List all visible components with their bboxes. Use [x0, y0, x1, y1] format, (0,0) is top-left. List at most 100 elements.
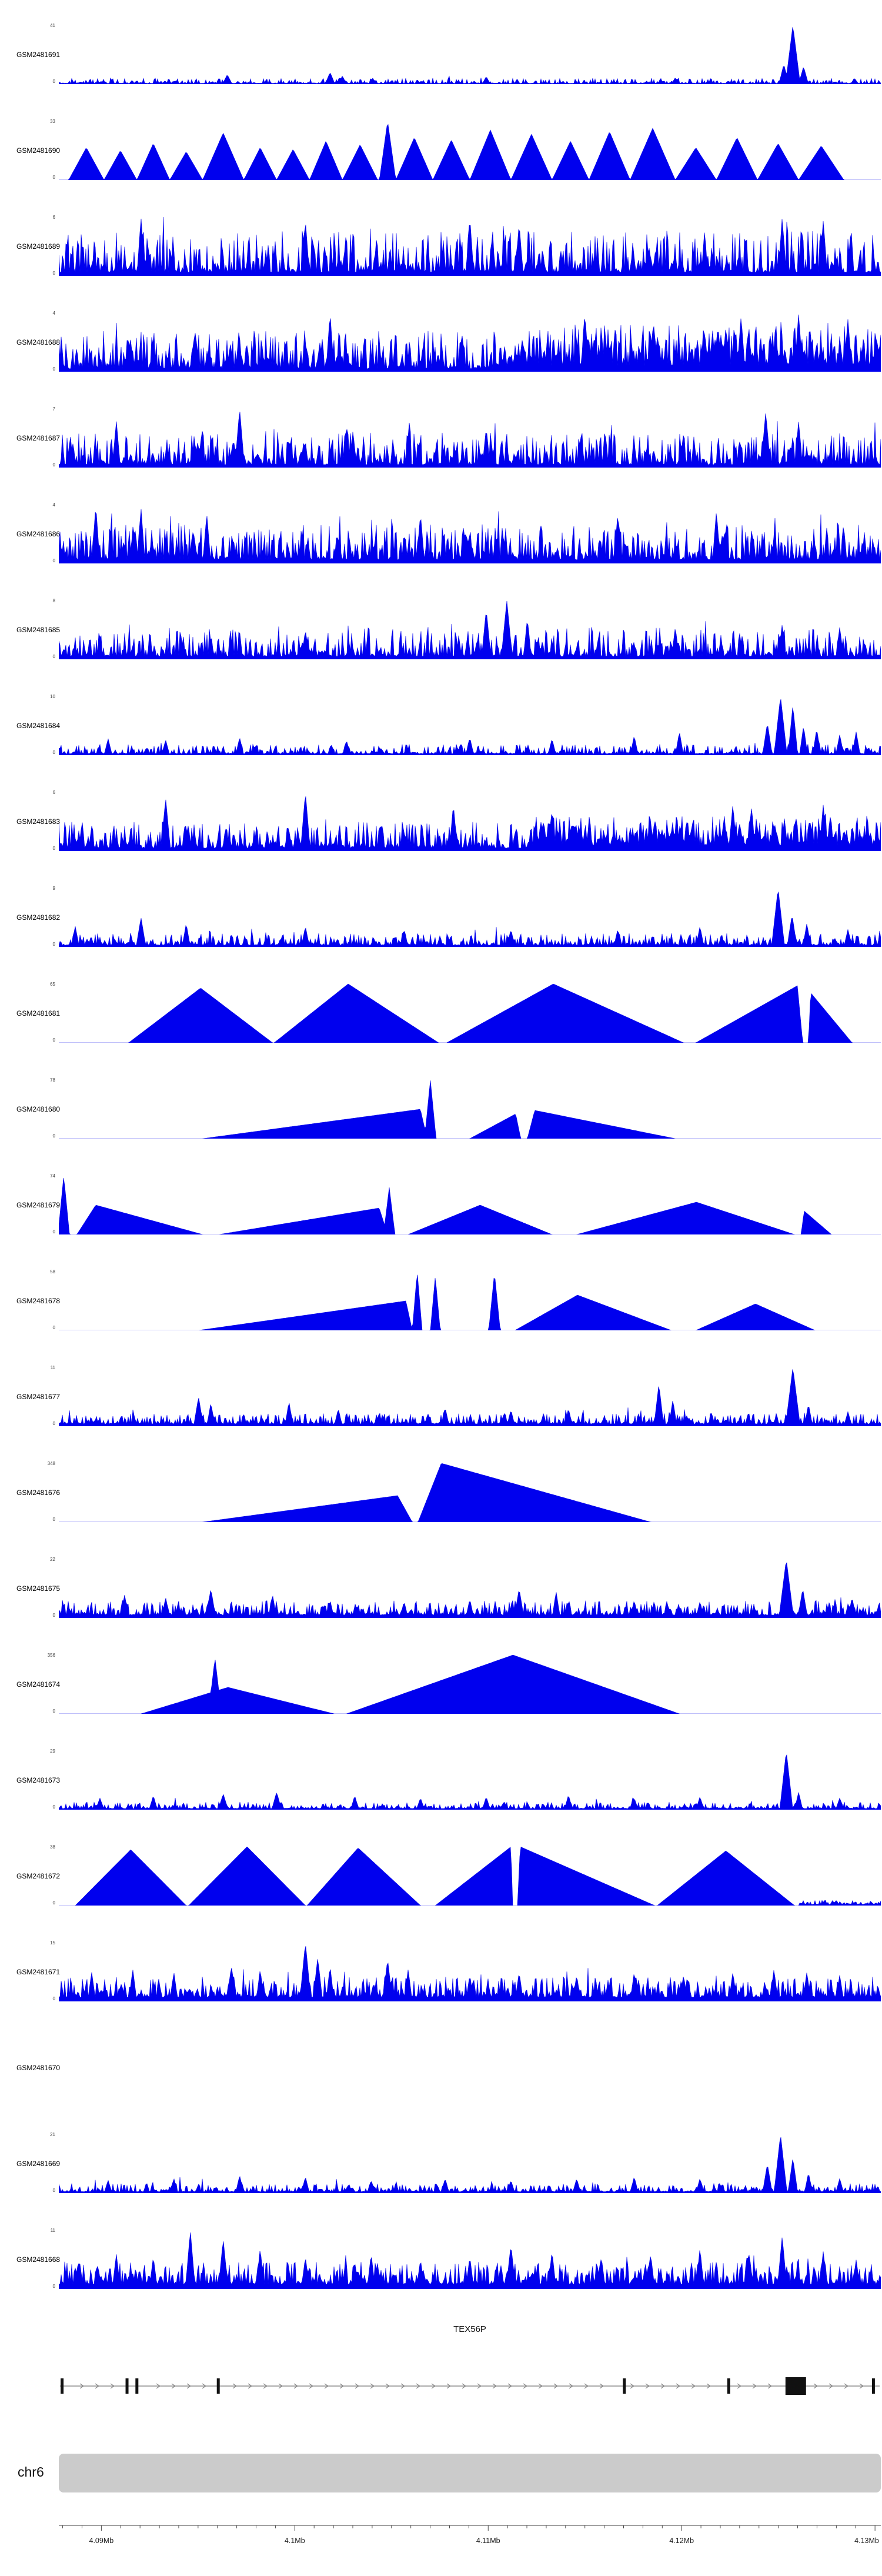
strand-arrow-icon — [569, 2383, 574, 2389]
y-axis-max-value: 9 — [52, 886, 55, 891]
y-axis-min-value: 0 — [52, 846, 55, 851]
y-axis-min-value: 0 — [52, 654, 55, 659]
track-row-gsm2481681: GSM2481681 65 0 — [0, 975, 882, 1071]
strand-arrow-icon — [416, 2383, 421, 2389]
track-label: GSM2481669 — [16, 2160, 61, 2168]
coverage-plot — [59, 1080, 881, 1139]
track-label: GSM2481682 — [16, 913, 61, 922]
y-axis-max-value: 58 — [50, 1269, 55, 1274]
exon-box — [125, 2378, 129, 2394]
coverage-area — [59, 1655, 881, 1714]
y-axis-max-value: 15 — [50, 1940, 55, 1946]
track-row-gsm2481673: GSM2481673 29 0 — [0, 1742, 882, 1838]
track-label: GSM2481671 — [16, 1968, 61, 1976]
coverage-plot — [59, 1847, 881, 1906]
y-axis-max-value: 8 — [52, 598, 55, 603]
y-axis-max-value: 41 — [50, 23, 55, 28]
coverage-plot — [59, 124, 881, 180]
y-axis-max-value: 6 — [52, 790, 55, 795]
y-axis-min-value: 0 — [52, 79, 55, 84]
track-label: GSM2481684 — [16, 722, 61, 730]
coverage-area — [59, 27, 881, 84]
coverage-area — [59, 1274, 881, 1330]
track-row-gsm2481689: GSM2481689 6 0 — [0, 208, 882, 304]
track-label: GSM2481689 — [16, 242, 61, 251]
track-label: GSM2481685 — [16, 626, 61, 634]
strand-arrow-icon — [232, 2383, 238, 2389]
chromosome-ideogram — [59, 2454, 881, 2492]
coverage-area — [59, 314, 881, 372]
coverage-plot — [59, 699, 881, 755]
track-label: GSM2481688 — [16, 338, 61, 346]
track-label: GSM2481683 — [16, 817, 61, 826]
strand-arrow-icon — [752, 2383, 757, 2389]
y-axis-max-value: 74 — [50, 1173, 55, 1179]
strand-arrow-icon — [385, 2383, 390, 2389]
track-row-gsm2481688: GSM2481688 4 0 — [0, 304, 882, 400]
strand-arrow-icon — [553, 2383, 559, 2389]
coverage-plot — [59, 1754, 881, 1810]
y-axis-max-value: 10 — [50, 694, 55, 699]
strand-arrow-icon — [523, 2383, 528, 2389]
track-label: GSM2481675 — [16, 1584, 61, 1593]
track-row-gsm2481684: GSM2481684 10 0 — [0, 688, 882, 783]
y-axis-max-value: 7 — [52, 406, 55, 412]
exon-box — [216, 2378, 220, 2394]
y-axis-min-value: 0 — [52, 462, 55, 468]
coverage-area — [59, 1847, 881, 1906]
track-label: GSM2481670 — [16, 2064, 61, 2072]
coverage-plot — [59, 2137, 881, 2193]
track-row-gsm2481671: GSM2481671 15 0 — [0, 1934, 882, 2030]
coverage-plot — [59, 27, 881, 84]
strand-arrow-icon — [706, 2383, 711, 2389]
y-axis-min-value: 0 — [52, 1996, 55, 2001]
genome-axis-track: 4.09Mb 4.1Mb 4.11Mb 4.12Mb 4.13Mb — [59, 2525, 881, 2545]
strand-arrow-icon — [370, 2383, 375, 2389]
coverage-plot — [59, 984, 881, 1043]
strand-arrow-icon — [202, 2383, 207, 2389]
coverage-plot — [59, 1463, 881, 1522]
strand-arrow-icon — [446, 2383, 452, 2389]
coverage-area — [59, 1463, 881, 1522]
y-axis-min-value: 0 — [52, 1900, 55, 1906]
strand-arrow-icon — [477, 2383, 482, 2389]
strand-arrow-icon — [95, 2383, 100, 2389]
track-row-gsm2481674: GSM2481674 356 0 — [0, 1646, 882, 1742]
track-label: GSM2481690 — [16, 146, 61, 155]
strand-arrow-icon — [248, 2383, 253, 2389]
track-row-gsm2481691: GSM2481691 41 0 — [0, 16, 882, 112]
y-axis-min-value: 0 — [52, 558, 55, 563]
coverage-plot — [59, 1946, 881, 2001]
y-axis-min-value: 0 — [52, 2188, 55, 2193]
y-axis-min-value: 0 — [52, 1421, 55, 1426]
y-axis-min-value: 0 — [52, 271, 55, 276]
exon-box — [727, 2378, 730, 2394]
coverage-area — [59, 984, 881, 1043]
y-axis-max-value: 33 — [50, 119, 55, 124]
strand-arrow-icon — [737, 2383, 742, 2389]
strand-arrow-icon — [507, 2383, 513, 2389]
track-row-gsm2481682: GSM2481682 9 0 — [0, 879, 882, 975]
y-axis-max-value: 65 — [50, 982, 55, 987]
track-row-gsm2481686: GSM2481686 4 0 — [0, 496, 882, 592]
track-row-gsm2481678: GSM2481678 58 0 — [0, 1263, 882, 1359]
track-row-gsm2481677: GSM2481677 11 0 — [0, 1359, 882, 1454]
track-row-gsm2481683: GSM2481683 6 0 — [0, 783, 882, 879]
coverage-plot — [59, 796, 881, 851]
strand-arrow-icon — [339, 2383, 345, 2389]
y-axis-min-value: 0 — [52, 1709, 55, 1714]
strand-arrow-icon — [660, 2383, 666, 2389]
track-label: GSM2481676 — [16, 1489, 61, 1497]
coverage-area — [59, 600, 881, 659]
track-label: GSM2481680 — [16, 1105, 61, 1113]
strand-arrow-icon — [431, 2383, 436, 2389]
coverage-area — [59, 1946, 881, 2001]
coverage-area — [59, 1369, 881, 1426]
coverage-area — [59, 1562, 881, 1618]
y-axis-max-value: 78 — [50, 1077, 55, 1083]
strand-arrow-icon — [79, 2383, 85, 2389]
track-label: GSM2481672 — [16, 1872, 61, 1880]
coverage-plot — [59, 2232, 881, 2289]
y-axis-min-value: 0 — [52, 366, 55, 372]
